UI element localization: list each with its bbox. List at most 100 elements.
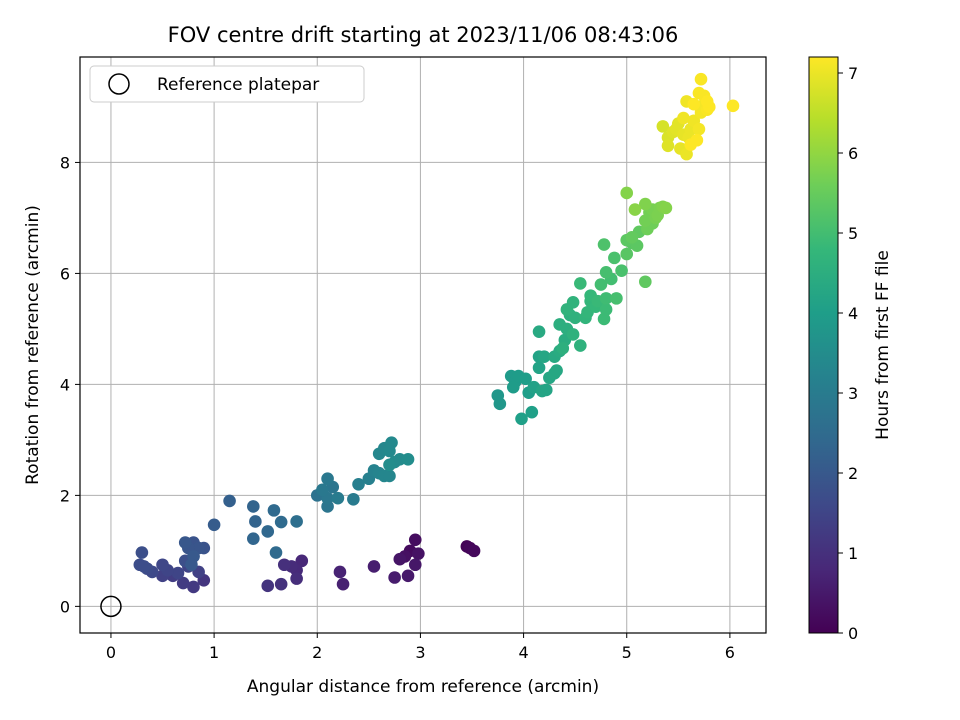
plot-frame <box>79 56 767 634</box>
data-point <box>625 231 639 244</box>
data-point <box>467 544 481 558</box>
y-axis-ticks: 0 2 4 6 8 <box>60 153 80 616</box>
y-tick-label: 2 <box>60 486 70 505</box>
x-tick-label: 3 <box>415 643 425 662</box>
data-point <box>295 554 309 568</box>
data-point <box>274 577 288 591</box>
data-point <box>383 469 396 483</box>
data-point <box>599 266 613 279</box>
data-point <box>610 292 623 305</box>
data-point <box>692 122 706 136</box>
data-point <box>594 278 608 291</box>
colorbar-tick-label: 1 <box>848 544 858 563</box>
data-point <box>401 453 415 466</box>
data-point <box>639 275 652 289</box>
data-point <box>171 566 185 580</box>
legend-marker <box>108 73 130 95</box>
data-point <box>599 303 613 316</box>
data-point <box>597 238 611 251</box>
data-point <box>316 483 329 497</box>
data-point <box>506 380 520 394</box>
y-tick-label: 8 <box>60 153 70 172</box>
colorbar: 0 1 2 3 4 5 6 7 Hours from first FF file <box>808 56 893 643</box>
data-point <box>249 515 262 528</box>
x-axis-ticks: 0 1 2 3 4 5 6 <box>106 633 735 662</box>
data-point <box>493 397 507 411</box>
data-point <box>639 197 652 211</box>
x-tick-label: 4 <box>518 643 528 662</box>
data-point <box>135 546 149 559</box>
x-tick-label: 2 <box>312 643 322 662</box>
data-point <box>290 572 303 585</box>
data-point <box>615 264 628 277</box>
data-point <box>659 201 673 215</box>
data-point <box>515 412 528 426</box>
data-point <box>178 536 192 549</box>
data-point <box>333 565 347 579</box>
data-point <box>700 95 714 108</box>
gridlines <box>80 57 766 633</box>
data-point <box>661 139 675 153</box>
data-point <box>550 364 563 377</box>
data-point <box>401 569 415 583</box>
data-point <box>412 547 425 560</box>
data-point <box>726 99 740 113</box>
data-point <box>519 372 532 386</box>
data-point <box>620 247 634 261</box>
data-point <box>684 138 697 151</box>
colorbar-tick-label: 5 <box>848 224 858 243</box>
data-point <box>656 120 670 133</box>
colorbar-ticks: 0 1 2 3 4 5 6 7 <box>838 64 858 643</box>
data-point <box>290 515 303 528</box>
y-tick-label: 6 <box>60 264 70 283</box>
legend-box <box>89 65 365 103</box>
colorbar-gradient <box>808 56 839 634</box>
legend: Reference platepar <box>89 65 365 103</box>
colorbar-tick-label: 0 <box>848 624 858 643</box>
data-point <box>608 251 621 265</box>
data-point <box>331 491 345 505</box>
data-point <box>347 492 360 506</box>
data-point <box>556 342 570 355</box>
data-point <box>274 515 288 529</box>
x-axis-label: Angular distance from reference (arcmin) <box>247 677 599 697</box>
data-point <box>247 532 260 545</box>
colorbar-tick-label: 6 <box>848 144 858 163</box>
data-point <box>261 579 275 593</box>
data-point <box>620 186 634 200</box>
data-point <box>568 311 582 325</box>
colorbar-tick-label: 7 <box>848 64 858 83</box>
data-point <box>156 558 169 572</box>
data-point <box>176 576 190 590</box>
data-point <box>247 500 260 513</box>
data-point <box>269 546 283 559</box>
data-point <box>393 552 407 566</box>
data-point <box>525 405 539 419</box>
data-point <box>388 571 401 584</box>
x-tick-label: 0 <box>106 643 116 662</box>
data-point <box>267 504 281 517</box>
data-point <box>261 525 275 538</box>
data-points <box>133 72 740 594</box>
data-point <box>408 558 422 572</box>
data-point <box>628 203 642 216</box>
colorbar-tick-label: 2 <box>848 464 858 483</box>
data-point <box>566 328 580 341</box>
data-point <box>599 292 613 305</box>
data-point <box>321 472 334 486</box>
data-point <box>532 325 546 338</box>
data-point <box>352 477 365 491</box>
data-point <box>223 494 236 508</box>
reference-point-marker <box>100 595 122 618</box>
data-point <box>408 533 422 547</box>
data-point <box>687 97 701 111</box>
data-point <box>532 361 546 375</box>
x-tick-label: 5 <box>622 643 632 662</box>
data-point <box>566 295 580 309</box>
data-point <box>185 558 198 572</box>
data-point <box>336 577 350 591</box>
legend-label: Reference platepar <box>157 75 319 95</box>
data-point <box>137 560 151 573</box>
y-tick-label: 4 <box>60 375 70 394</box>
y-axis-label: Rotation from reference (arcmin) <box>23 205 43 485</box>
